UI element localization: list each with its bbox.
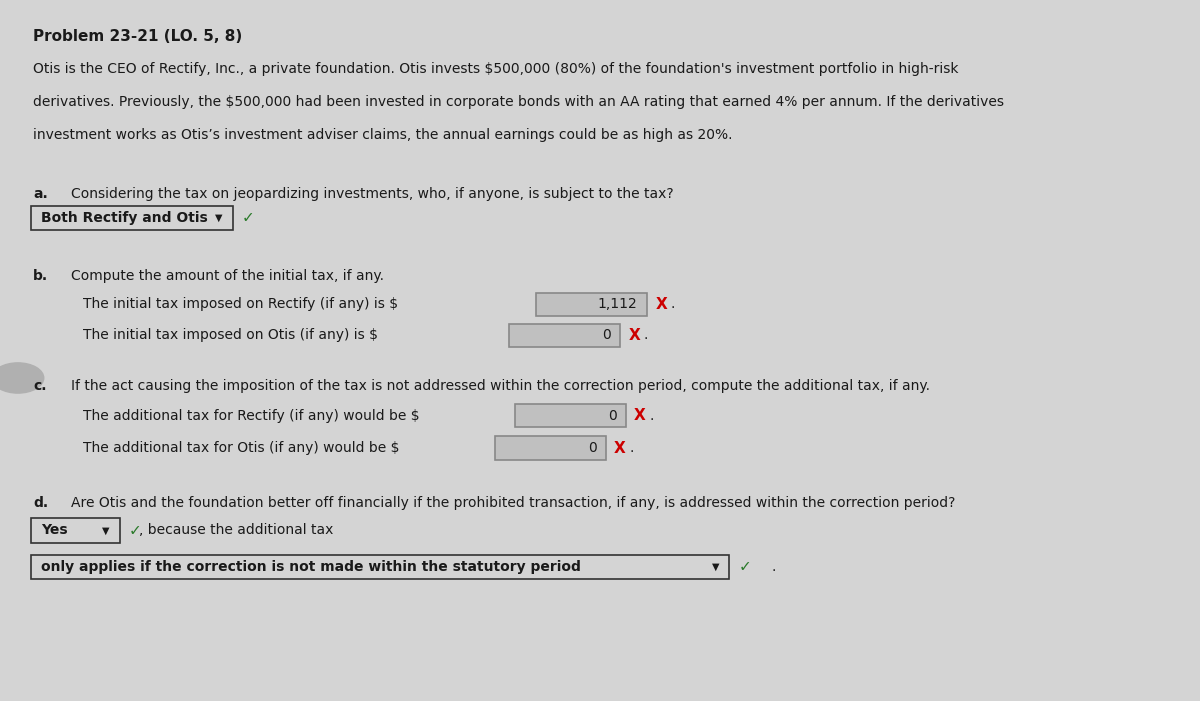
FancyBboxPatch shape <box>496 436 606 460</box>
Text: 0: 0 <box>602 328 611 342</box>
Text: b.: b. <box>34 269 48 283</box>
Text: The additional tax for Rectify (if any) would be $: The additional tax for Rectify (if any) … <box>83 409 419 423</box>
Text: .: . <box>671 297 674 311</box>
Text: Problem 23-21 (LO. 5, 8): Problem 23-21 (LO. 5, 8) <box>34 29 242 44</box>
Text: 0: 0 <box>607 409 617 423</box>
Text: X: X <box>614 440 626 456</box>
Text: The initial tax imposed on Otis (if any) is $: The initial tax imposed on Otis (if any)… <box>83 328 378 342</box>
Text: , because the additional tax: , because the additional tax <box>139 524 334 538</box>
Text: The initial tax imposed on Rectify (if any) is $: The initial tax imposed on Rectify (if a… <box>83 297 397 311</box>
FancyBboxPatch shape <box>31 518 120 543</box>
Text: .: . <box>643 328 648 342</box>
FancyBboxPatch shape <box>536 293 647 316</box>
Text: Otis is the CEO of Rectify, Inc., a private foundation. Otis invests $500,000 (8: Otis is the CEO of Rectify, Inc., a priv… <box>34 62 959 76</box>
Text: ✓: ✓ <box>738 559 751 574</box>
Text: .: . <box>772 560 776 574</box>
FancyBboxPatch shape <box>31 554 730 579</box>
Text: Yes: Yes <box>41 524 68 538</box>
Text: ▼: ▼ <box>712 562 719 572</box>
Text: c.: c. <box>34 379 47 393</box>
Text: 1,112: 1,112 <box>598 297 637 311</box>
Circle shape <box>0 363 43 393</box>
Text: .: . <box>649 409 654 423</box>
Text: ▼: ▼ <box>102 526 110 536</box>
Text: X: X <box>655 297 667 312</box>
Text: Compute the amount of the initial tax, if any.: Compute the amount of the initial tax, i… <box>71 269 384 283</box>
Text: Considering the tax on jeopardizing investments, who, if anyone, is subject to t: Considering the tax on jeopardizing inve… <box>71 187 673 201</box>
Text: derivatives. Previously, the $500,000 had been invested in corporate bonds with : derivatives. Previously, the $500,000 ha… <box>34 95 1004 109</box>
Text: If the act causing the imposition of the tax is not addressed within the correct: If the act causing the imposition of the… <box>71 379 930 393</box>
Text: ✓: ✓ <box>130 523 142 538</box>
Text: ▼: ▼ <box>215 213 223 223</box>
Text: Are Otis and the foundation better off financially if the prohibited transaction: Are Otis and the foundation better off f… <box>71 496 955 510</box>
FancyBboxPatch shape <box>515 404 626 428</box>
Text: a.: a. <box>34 187 48 201</box>
FancyBboxPatch shape <box>31 205 233 231</box>
Text: investment works as Otis’s investment adviser claims, the annual earnings could : investment works as Otis’s investment ad… <box>34 128 733 142</box>
Text: X: X <box>634 408 646 423</box>
FancyBboxPatch shape <box>510 324 620 347</box>
Text: .: . <box>629 441 634 455</box>
Text: Both Rectify and Otis: Both Rectify and Otis <box>41 211 208 225</box>
Text: only applies if the correction is not made within the statutory period: only applies if the correction is not ma… <box>41 560 581 574</box>
Text: ✓: ✓ <box>242 210 254 226</box>
Text: d.: d. <box>34 496 48 510</box>
Text: 0: 0 <box>588 441 596 455</box>
Text: X: X <box>629 328 640 343</box>
Text: The additional tax for Otis (if any) would be $: The additional tax for Otis (if any) wou… <box>83 441 400 455</box>
